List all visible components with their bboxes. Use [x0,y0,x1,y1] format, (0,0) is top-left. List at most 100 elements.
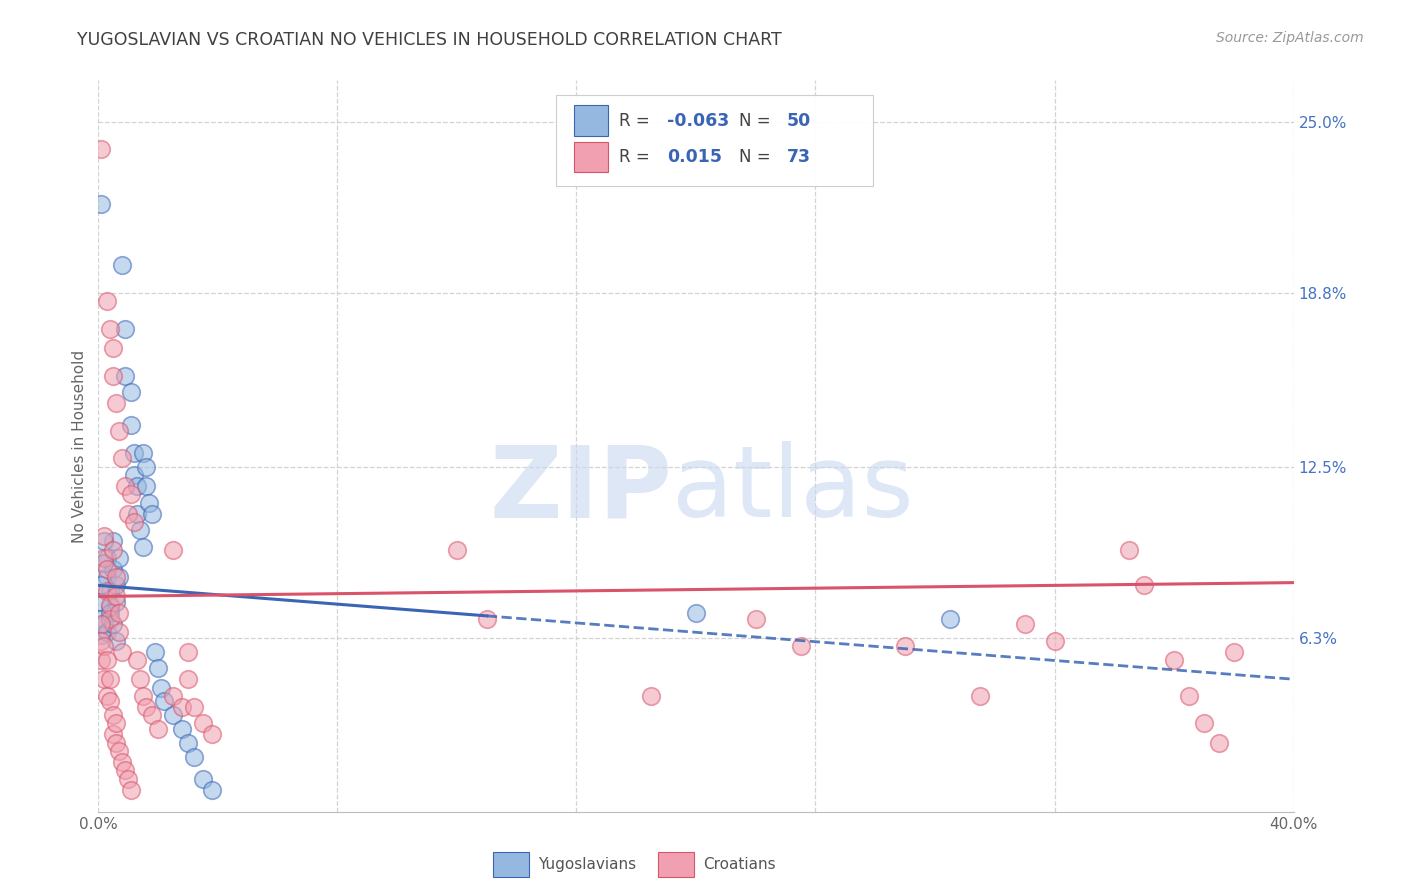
Point [90,197,112,211]
Text: N =: N = [740,148,770,166]
Point [93,617,115,632]
Text: R =: R = [620,112,655,129]
Point [153,694,176,708]
Point [98,321,122,335]
Point [127,479,149,493]
Point [93,550,115,565]
Point [148,722,170,736]
Point [114,368,136,383]
Point [177,645,200,659]
Point [135,479,157,493]
Point [103,368,125,383]
Point [90,142,112,156]
Point [120,782,142,797]
Point [105,633,128,648]
Point [96,550,118,565]
Point [132,540,155,554]
Point [201,782,224,797]
Point [172,722,194,736]
Point [143,645,166,659]
Point [98,600,122,615]
Point [96,562,118,576]
Point [98,583,122,598]
Point [120,385,142,400]
Point [789,639,811,653]
Point [105,595,128,609]
Point [105,570,128,584]
Point [98,611,122,625]
Point [114,479,136,493]
Point [1223,645,1246,659]
Point [93,639,115,653]
Point [103,617,125,632]
Point [135,459,157,474]
Point [939,611,962,625]
Text: -0.063: -0.063 [668,112,730,129]
Point [108,606,131,620]
Point [117,507,139,521]
Point [162,542,184,557]
Point [745,611,768,625]
Point [93,672,115,686]
Point [1163,653,1185,667]
Point [111,258,134,272]
Point [124,467,146,482]
Text: 73: 73 [787,148,811,166]
Point [148,661,170,675]
Point [172,699,194,714]
Point [162,689,184,703]
Point [117,772,139,786]
Point [103,562,125,576]
Point [1133,578,1156,592]
Point [1192,716,1215,731]
Point [475,611,498,625]
Point [98,598,122,612]
Point [96,294,118,309]
Point [132,689,155,703]
FancyBboxPatch shape [658,852,693,877]
Point [96,570,118,584]
FancyBboxPatch shape [494,852,529,877]
Point [108,625,131,640]
Point [98,672,122,686]
Point [132,446,155,460]
Point [138,495,160,509]
Point [111,451,134,466]
Point [105,590,128,604]
Point [105,736,128,750]
Text: 50: 50 [787,112,811,129]
Point [96,625,118,640]
Point [1043,633,1066,648]
FancyBboxPatch shape [557,95,873,186]
Point [1208,736,1230,750]
Point [108,550,131,565]
Point [141,507,163,521]
Point [685,606,707,620]
Point [103,727,125,741]
Point [98,694,122,708]
Point [108,424,131,438]
Point [162,708,184,723]
Point [90,611,112,625]
Point [183,749,205,764]
Point [96,583,118,598]
Text: N =: N = [740,112,770,129]
Point [105,396,128,410]
Point [108,744,131,758]
Point [141,708,163,723]
Point [103,708,125,723]
Text: R =: R = [620,148,650,166]
Point [96,689,118,703]
Point [127,507,149,521]
Point [111,645,134,659]
Y-axis label: No Vehicles in Household: No Vehicles in Household [72,350,87,542]
Point [124,515,146,529]
Point [894,639,917,653]
Text: Croatians: Croatians [703,857,776,871]
Point [135,699,157,714]
Text: Source: ZipAtlas.com: Source: ZipAtlas.com [1216,31,1364,45]
Point [90,595,112,609]
Point [177,736,200,750]
Point [105,716,128,731]
Text: ZIP: ZIP [489,442,672,539]
